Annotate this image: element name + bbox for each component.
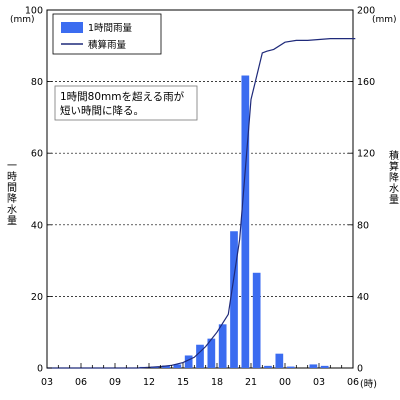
right-y-axis-ticks: 0 40 80 120 160 200: [348, 6, 375, 375]
bar: [252, 272, 261, 368]
legend-line-label: 積算雨量: [88, 39, 127, 51]
legend-bar-swatch: [61, 22, 83, 33]
x-unit: (時): [360, 379, 377, 390]
right-tick-label: 160: [357, 77, 375, 88]
x-tick-label: 03: [41, 377, 53, 388]
bar: [207, 338, 216, 368]
x-tick-label: 15: [177, 377, 189, 388]
left-tick-label: 100: [25, 6, 43, 17]
bar: [286, 366, 295, 368]
left-tick-label: 40: [31, 220, 43, 231]
x-tick-label: 00: [279, 377, 291, 388]
bar: [309, 364, 318, 368]
cumulative-line: [47, 38, 356, 369]
left-tick-label: 80: [31, 77, 43, 88]
hourly-bars: [139, 75, 329, 368]
x-tick-label: 12: [143, 377, 155, 388]
bar: [218, 324, 227, 368]
bar: [320, 365, 329, 368]
x-tick-label: 21: [245, 377, 257, 388]
left-unit: (mm): [10, 15, 35, 25]
x-tick-label: 03: [313, 377, 325, 388]
plot-frame: [46, 9, 354, 369]
right-axis-title: 積算降水量: [387, 149, 399, 205]
right-tick-label: 80: [357, 220, 369, 231]
gridlines: [47, 81, 353, 297]
annotation: 1時間80mmを超える雨が 短い時間に降る。: [54, 85, 198, 121]
annotation-line-1: 1時間80mmを超える雨が: [60, 90, 185, 103]
right-unit: (mm): [372, 15, 397, 25]
right-tick-label: 200: [357, 6, 375, 17]
right-tick-label: 120: [357, 149, 375, 160]
left-tick-label: 20: [31, 292, 43, 303]
annotation-line-2: 短い時間に降る。: [60, 104, 144, 117]
x-tick-label: 06: [347, 377, 359, 388]
x-axis-ticks: 03 06 09 12 15 18 21 00 03 06: [41, 363, 359, 388]
left-tick-label: 0: [37, 364, 43, 375]
bar: [184, 355, 193, 368]
left-y-axis-ticks: 0 20 40 60 80 100: [25, 6, 52, 375]
bar: [264, 365, 272, 368]
right-tick-label: 40: [357, 292, 369, 303]
x-tick-label: 09: [109, 377, 121, 388]
bar: [241, 75, 250, 368]
x-tick-label: 06: [75, 377, 87, 388]
right-tick-label: 0: [357, 364, 363, 375]
bar: [230, 231, 238, 368]
bar: [173, 364, 182, 368]
left-axis-title: 一時間降水量: [5, 160, 17, 226]
x-tick-label: 18: [211, 377, 223, 388]
legend-bar-label: 1時間雨量: [88, 23, 133, 34]
bar: [162, 365, 170, 368]
left-tick-label: 60: [31, 149, 43, 160]
bar: [196, 344, 204, 368]
bar: [275, 353, 284, 368]
legend: 1時間雨量 積算雨量: [52, 13, 162, 55]
